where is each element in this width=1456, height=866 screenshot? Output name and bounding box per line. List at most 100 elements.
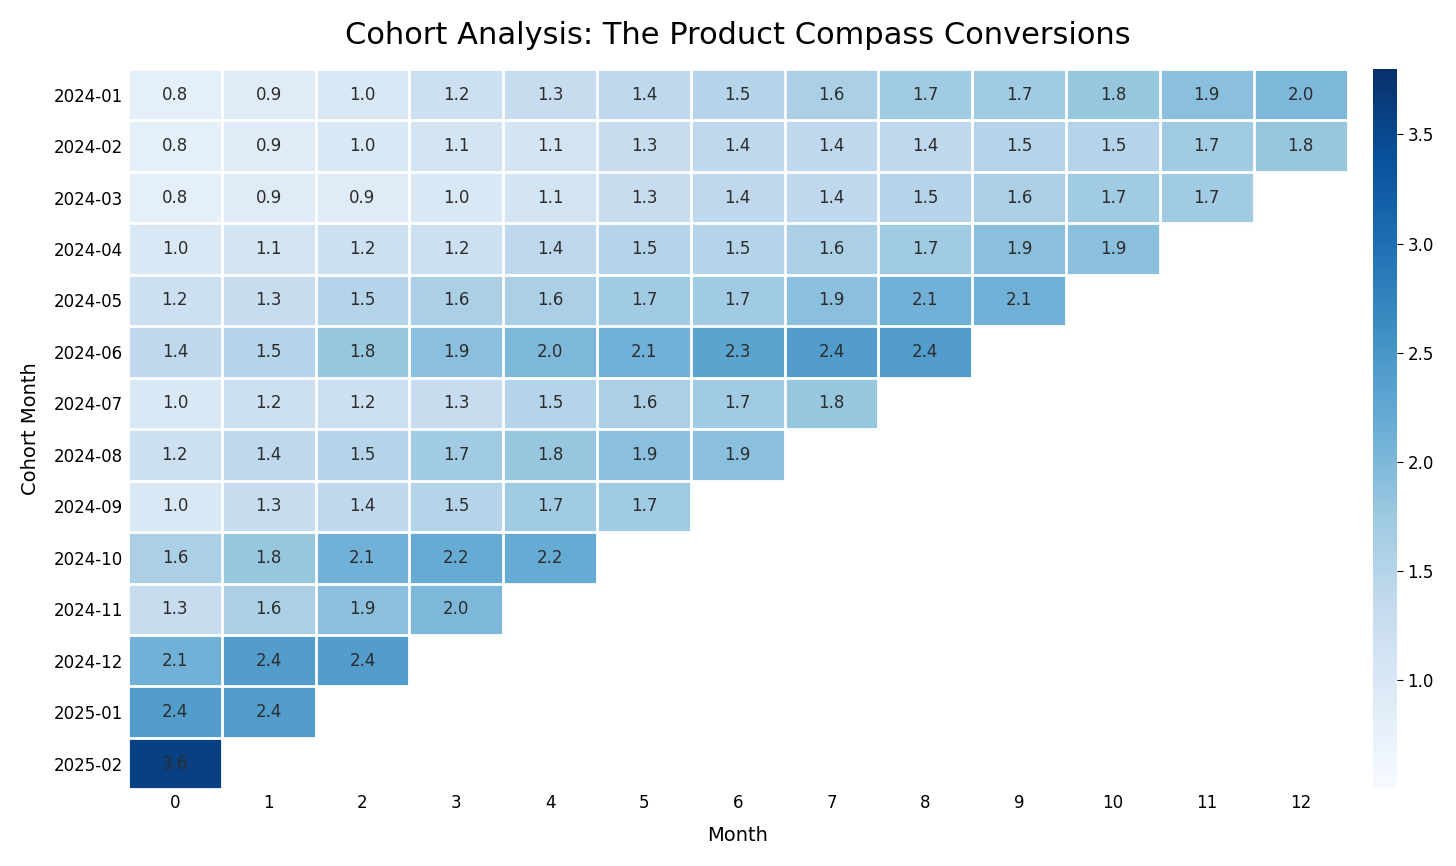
Bar xyxy=(221,635,316,687)
Bar xyxy=(597,171,690,223)
Bar xyxy=(128,68,221,120)
Text: 1.6: 1.6 xyxy=(162,549,188,567)
Text: 1.4: 1.4 xyxy=(818,137,844,155)
Text: 1.8: 1.8 xyxy=(537,446,563,464)
Bar xyxy=(221,430,316,481)
Text: 1.8: 1.8 xyxy=(255,549,282,567)
Text: 1.3: 1.3 xyxy=(255,497,282,515)
Bar xyxy=(1254,120,1347,171)
Bar xyxy=(221,171,316,223)
Text: 1.4: 1.4 xyxy=(349,497,376,515)
Bar xyxy=(409,378,504,430)
Text: 1.0: 1.0 xyxy=(162,497,188,515)
Bar xyxy=(878,171,973,223)
Bar xyxy=(597,275,690,326)
Bar xyxy=(316,68,409,120)
Bar xyxy=(504,120,597,171)
Text: 1.6: 1.6 xyxy=(255,600,282,618)
Text: 1.3: 1.3 xyxy=(630,189,657,206)
Text: 1.1: 1.1 xyxy=(537,189,563,206)
Bar xyxy=(690,378,785,430)
Bar xyxy=(221,275,316,326)
Text: 1.6: 1.6 xyxy=(818,86,844,104)
Bar xyxy=(316,532,409,584)
Bar xyxy=(504,532,597,584)
Text: 1.7: 1.7 xyxy=(537,497,563,515)
Bar xyxy=(128,326,221,378)
Bar xyxy=(597,120,690,171)
Text: 1.5: 1.5 xyxy=(349,292,376,309)
Text: 1.3: 1.3 xyxy=(630,137,657,155)
Bar xyxy=(409,223,504,275)
Y-axis label: Cohort Month: Cohort Month xyxy=(20,363,39,495)
Text: 1.8: 1.8 xyxy=(1287,137,1313,155)
Bar xyxy=(221,584,316,635)
Bar xyxy=(221,532,316,584)
Bar xyxy=(504,275,597,326)
Text: 1.0: 1.0 xyxy=(349,86,376,104)
Bar xyxy=(878,120,973,171)
Bar xyxy=(1160,171,1254,223)
Bar xyxy=(785,275,878,326)
Bar xyxy=(316,120,409,171)
Text: 2.0: 2.0 xyxy=(443,600,469,618)
Text: 2.4: 2.4 xyxy=(162,703,188,721)
Bar xyxy=(504,171,597,223)
Bar xyxy=(316,171,409,223)
Bar xyxy=(128,635,221,687)
Text: 1.8: 1.8 xyxy=(349,343,376,361)
Text: 1.2: 1.2 xyxy=(162,292,188,309)
Text: 2.1: 2.1 xyxy=(1006,292,1032,309)
Text: 1.7: 1.7 xyxy=(1006,86,1032,104)
Text: 2.2: 2.2 xyxy=(537,549,563,567)
Text: 2.0: 2.0 xyxy=(537,343,563,361)
Bar xyxy=(128,171,221,223)
Bar xyxy=(973,275,1066,326)
Text: 1.2: 1.2 xyxy=(443,86,469,104)
Bar xyxy=(128,120,221,171)
Bar xyxy=(973,120,1066,171)
Text: 1.8: 1.8 xyxy=(1099,86,1125,104)
Bar xyxy=(973,68,1066,120)
Bar xyxy=(128,481,221,532)
Text: 1.0: 1.0 xyxy=(162,240,188,258)
Bar xyxy=(1066,171,1160,223)
Text: 2.1: 2.1 xyxy=(162,652,188,669)
Text: 1.3: 1.3 xyxy=(537,86,563,104)
Text: 0.8: 0.8 xyxy=(162,189,188,206)
Text: 0.8: 0.8 xyxy=(162,86,188,104)
Bar xyxy=(878,68,973,120)
Text: 1.9: 1.9 xyxy=(818,292,844,309)
Text: 1.4: 1.4 xyxy=(255,446,282,464)
Text: 1.7: 1.7 xyxy=(630,292,657,309)
Bar xyxy=(597,430,690,481)
Text: 2.4: 2.4 xyxy=(911,343,939,361)
Bar xyxy=(878,326,973,378)
Text: 1.5: 1.5 xyxy=(911,189,939,206)
Text: 1.2: 1.2 xyxy=(349,394,376,412)
Bar xyxy=(128,223,221,275)
Text: 1.0: 1.0 xyxy=(443,189,469,206)
Bar xyxy=(504,68,597,120)
Bar xyxy=(316,635,409,687)
Bar xyxy=(785,223,878,275)
Text: 1.7: 1.7 xyxy=(1099,189,1125,206)
Bar xyxy=(409,532,504,584)
Bar xyxy=(785,326,878,378)
Bar xyxy=(504,430,597,481)
Bar xyxy=(316,430,409,481)
Text: 1.4: 1.4 xyxy=(630,86,657,104)
Bar xyxy=(128,584,221,635)
Bar xyxy=(221,481,316,532)
Bar xyxy=(316,378,409,430)
Text: 1.0: 1.0 xyxy=(162,394,188,412)
Text: 1.5: 1.5 xyxy=(725,240,751,258)
Text: 1.5: 1.5 xyxy=(630,240,657,258)
Text: 1.6: 1.6 xyxy=(537,292,563,309)
Bar xyxy=(690,275,785,326)
Bar xyxy=(504,326,597,378)
Text: 1.7: 1.7 xyxy=(725,292,751,309)
Bar xyxy=(409,326,504,378)
Bar xyxy=(973,223,1066,275)
Bar xyxy=(128,275,221,326)
